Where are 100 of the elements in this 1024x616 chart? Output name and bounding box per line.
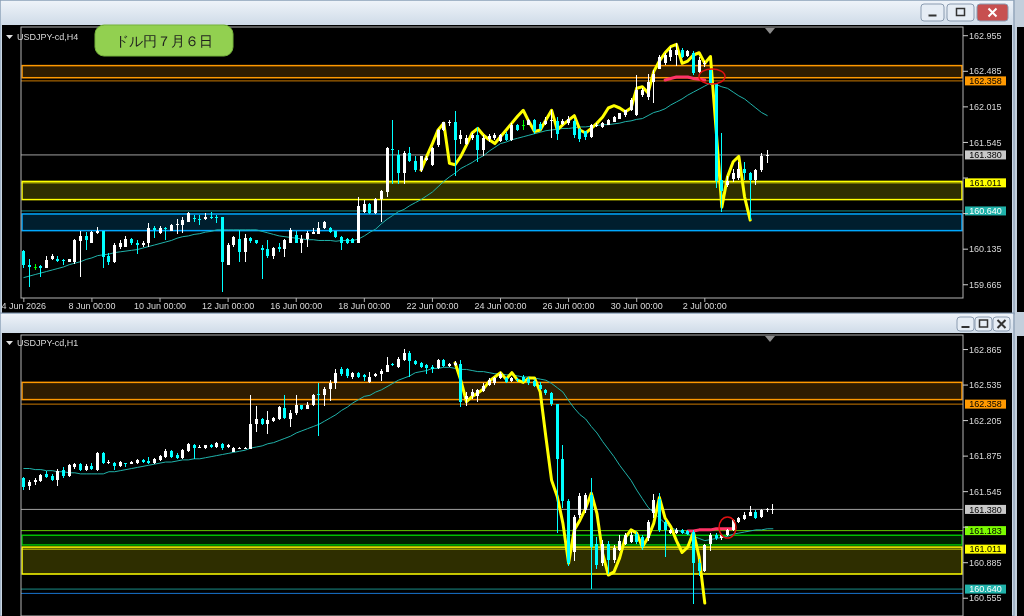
candlestick [385, 356, 389, 373]
candlestick [107, 459, 111, 465]
candlestick [294, 394, 298, 416]
candlestick [646, 73, 650, 101]
candlestick [379, 189, 383, 223]
candlestick [544, 116, 548, 126]
x-tick-label: 22 Jun 00:00 [406, 301, 459, 311]
candlestick [765, 507, 769, 513]
candlestick [453, 110, 457, 177]
candlestick [578, 492, 582, 519]
y-tick-label: 161.545 [969, 137, 1002, 148]
candlestick [328, 379, 332, 402]
y-tick-label: 162.205 [969, 415, 1002, 426]
ref-line-label: 161.380 [969, 150, 1002, 161]
ref-line-label: 161.380 [969, 504, 1002, 515]
candlestick [209, 443, 213, 449]
y-tick-label: 160.135 [969, 244, 1002, 255]
candlestick [555, 116, 559, 141]
candlestick [243, 233, 247, 263]
candlestick [476, 126, 480, 163]
chart-title: USDJPY-cd,H1 [17, 338, 79, 348]
candlestick [334, 368, 338, 390]
y-tick-label: 162.955 [969, 30, 1002, 41]
y-tick-label: 161.875 [969, 451, 1002, 462]
candlestick [527, 376, 531, 386]
ref-line-label: 161.011 [969, 544, 1002, 555]
candlestick [266, 410, 270, 435]
candlestick [255, 405, 258, 433]
candlestick [646, 519, 650, 542]
ref-line-label: 160.640 [969, 206, 1002, 217]
candlestick [90, 462, 94, 471]
candlestick [521, 119, 525, 131]
candlestick [79, 230, 83, 278]
y-tick-label: 160.555 [969, 593, 1002, 604]
candlestick [572, 118, 576, 139]
candlestick [391, 119, 395, 185]
candlestick [402, 150, 406, 185]
candlestick [56, 468, 60, 487]
candlestick [697, 558, 701, 577]
text: USDJPY-cd,H4 [17, 32, 79, 42]
candlestick [283, 238, 287, 258]
candlestick [226, 443, 230, 449]
candlestick [175, 452, 179, 460]
x-tick-label: 30 Jun 00:00 [610, 301, 663, 311]
candlestick [453, 360, 457, 367]
candlestick [481, 134, 485, 157]
y-tick-label: 162.485 [969, 66, 1002, 77]
candlestick [748, 171, 752, 221]
x-tick-label: 24 Jun 00:00 [474, 301, 527, 311]
candlestick [323, 386, 327, 407]
candlestick [771, 503, 775, 515]
candlestick [584, 492, 588, 514]
candlestick [612, 544, 616, 564]
candlestick [368, 371, 372, 384]
candlestick [141, 458, 145, 464]
line-series [23, 366, 774, 542]
ref-line-label: 161.011 [969, 178, 1002, 189]
x-tick-label: 10 Jun 00:00 [134, 301, 187, 311]
candlestick [124, 462, 128, 468]
y-tick-label: 159.665 [969, 279, 1002, 290]
candlestick [652, 493, 656, 519]
candlestick [73, 462, 77, 469]
candlestick [96, 451, 100, 472]
annotation: ドル円７月６日 [94, 24, 234, 57]
candlestick [550, 109, 554, 139]
candlestick [601, 539, 605, 567]
candlestick [737, 161, 741, 181]
candlestick [408, 350, 412, 378]
ref-line-label: 162.358 [969, 76, 1002, 87]
candlestick [674, 42, 678, 67]
candlestick [720, 132, 724, 213]
x-tick-label: 12 Jun 00:00 [202, 301, 255, 311]
y-tick-label: 162.865 [969, 344, 1002, 355]
candlestick [209, 211, 213, 220]
candlestick [39, 264, 43, 278]
y-tick-label: 161.545 [969, 486, 1002, 497]
ref-line-label: 161.183 [969, 525, 1002, 536]
candlestick [430, 146, 434, 167]
candlestick [113, 243, 117, 264]
candlestick [544, 388, 548, 396]
annotation: ドル円７月６日 [115, 32, 213, 49]
candlestick [73, 238, 77, 265]
candlestick [708, 532, 712, 552]
x-tick-label: 8 Jun 00:00 [68, 301, 116, 311]
x-tick-label: 16 Jun 00:00 [270, 301, 323, 311]
candlestick [760, 152, 764, 173]
x-tick-label: 26 Jun 00:00 [542, 301, 595, 311]
candlestick [237, 229, 241, 263]
ref-line-label: 162.358 [969, 399, 1002, 410]
candlestick [396, 149, 400, 185]
y-tick-label: 160.885 [969, 557, 1002, 568]
candlestick [266, 239, 270, 259]
candlestick [192, 443, 196, 460]
candlestick [470, 132, 474, 141]
candlestick [107, 252, 111, 266]
candlestick [663, 519, 667, 558]
candlestick [317, 221, 321, 235]
candlestick [283, 394, 287, 420]
candlestick [470, 388, 474, 400]
candlestick [147, 222, 151, 248]
